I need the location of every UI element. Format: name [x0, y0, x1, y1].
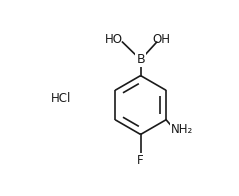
- Text: HO: HO: [105, 33, 123, 46]
- Text: B: B: [136, 53, 145, 66]
- Text: HCl: HCl: [50, 93, 71, 105]
- Text: OH: OH: [152, 33, 170, 46]
- Text: NH₂: NH₂: [171, 123, 193, 136]
- Text: F: F: [137, 154, 144, 167]
